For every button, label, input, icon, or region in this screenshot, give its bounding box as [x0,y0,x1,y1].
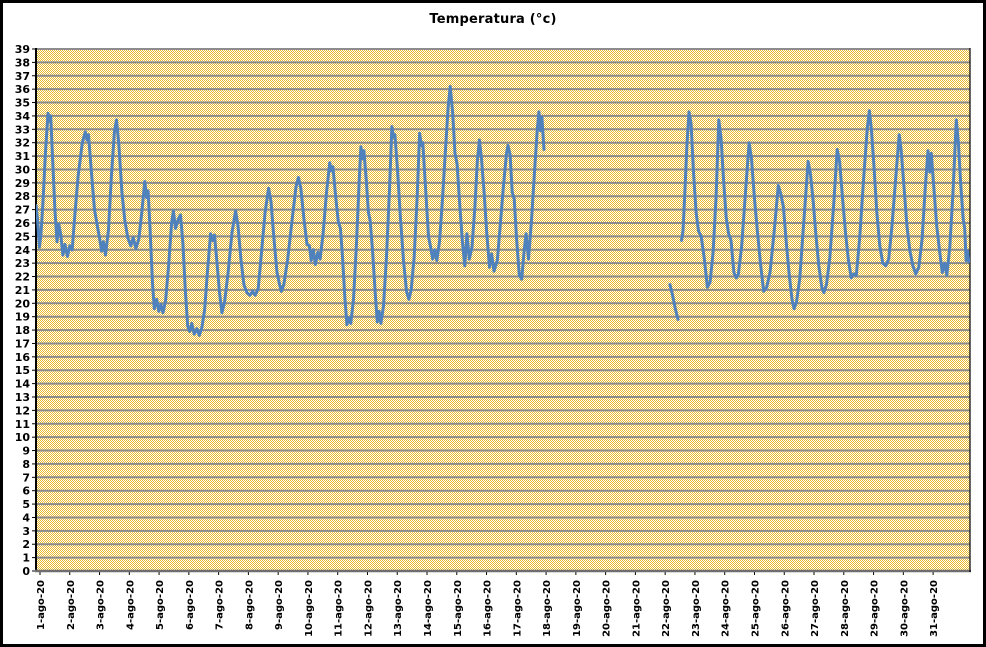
y-tick-label: 21 [15,284,30,297]
x-tick-label: 9-ago-20 [274,580,285,630]
y-tick-label: 4 [22,511,30,524]
y-tick-label: 34 [15,110,31,123]
y-tick-label: 9 [22,445,30,458]
x-tick-label: 18-ago-20 [542,580,553,637]
x-tick-label: 11-ago-20 [334,580,345,637]
x-tick-label: 28-ago-20 [840,580,851,637]
x-tick-label: 15-ago-20 [453,580,464,637]
y-tick-label: 0 [22,565,30,578]
y-tick-label: 10 [15,431,31,444]
y-tick-label: 27 [15,204,30,217]
x-tick-label: 8-ago-20 [244,580,255,630]
chart-title: Temperatura (°c) [429,12,557,27]
y-tick-label: 12 [15,404,30,417]
y-tick-label: 17 [15,337,30,350]
x-tick-label: 6-ago-20 [185,580,196,630]
y-tick-label: 25 [15,230,30,243]
y-tick-label: 31 [15,150,30,163]
x-tick-label: 1-ago-20 [36,580,47,630]
x-tick-label: 23-ago-20 [691,580,702,637]
x-tick-label: 20-ago-20 [602,580,613,637]
y-tick-label: 28 [15,190,30,203]
temperature-series-segment [680,109,970,311]
y-tick-label: 1 [22,552,30,565]
y-tick-label: 32 [15,137,30,150]
x-tick-label: 14-ago-20 [423,580,434,637]
temperature-series [36,85,970,337]
x-tick-label: 29-ago-20 [870,580,881,637]
y-tick-label: 20 [15,297,31,310]
x-tick-label: 10-ago-20 [304,580,315,637]
y-tick-label: 19 [15,311,30,324]
x-tick-label: 7-ago-20 [215,580,226,630]
y-tick-label: 36 [15,83,31,96]
y-tick-label: 18 [15,324,30,337]
plot-background [36,49,970,571]
temperature-chart-svg: 0123456789101112131415161718192021222324… [15,43,971,637]
y-tick-label: 5 [22,498,30,511]
x-tick-label: 17-ago-20 [512,580,523,637]
x-tick-label: 3-ago-20 [96,580,107,630]
x-tick-label: 2-ago-20 [66,580,77,630]
y-tick-label: 24 [15,244,31,257]
x-tick-label: 4-ago-20 [125,580,136,630]
x-tick-label: 21-ago-20 [631,580,642,637]
y-tick-label: 2 [22,538,30,551]
y-tick-label: 33 [15,123,30,136]
x-tick-label: 24-ago-20 [721,580,732,637]
y-tick-label: 7 [22,471,30,484]
x-tick-label: 5-ago-20 [155,580,166,630]
y-tick-label: 26 [15,217,31,230]
y-tick-label: 3 [22,525,30,538]
y-tick-label: 37 [15,70,30,83]
x-tick-label: 27-ago-20 [810,580,821,637]
y-tick-label: 6 [22,485,30,498]
y-tick-label: 38 [15,56,30,69]
y-tick-label: 8 [22,458,30,471]
x-tick-label: 30-ago-20 [899,580,910,637]
y-tick-label: 23 [15,257,30,270]
x-tick-label: 19-ago-20 [572,580,583,637]
temperature-series-segment [668,283,680,321]
y-tick-label: 22 [15,271,30,284]
y-tick-label: 11 [15,418,30,431]
x-tick-label: 25-ago-20 [750,580,761,637]
y-tick-label: 13 [15,391,30,404]
y-tick-label: 39 [15,43,30,56]
x-tick-label: 31-ago-20 [929,580,940,637]
x-tick-label: 13-ago-20 [393,580,404,637]
y-tick-label: 35 [15,97,30,110]
x-tick-label: 26-ago-20 [780,580,791,637]
y-tick-label: 14 [15,378,31,391]
x-tick-label: 22-ago-20 [661,580,672,637]
temperature-series-segment [36,85,546,337]
y-tick-label: 29 [15,177,30,190]
x-tick-label: 16-ago-20 [483,580,494,637]
y-tick-label: 15 [15,364,30,377]
y-tick-label: 30 [15,163,31,176]
x-tick-label: 12-ago-20 [363,580,374,637]
y-tick-label: 16 [15,351,31,364]
